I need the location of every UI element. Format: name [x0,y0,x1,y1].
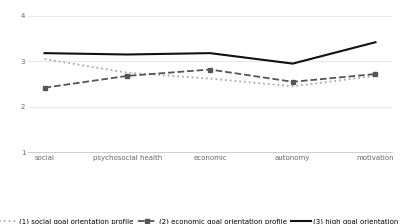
Legend: (1) social goal orientation profile, (2) economic goal orientation profile, (3) : (1) social goal orientation profile, (2)… [0,218,400,224]
(2) economic goal orientation profile [373,73,378,75]
(2) economic goal orientation profile [290,80,295,83]
(3) high goal orientation profile [42,52,47,54]
(1) social goal orientation profile [42,58,47,60]
Line: (2) economic goal orientation profile: (2) economic goal orientation profile [43,68,377,89]
(3) high goal orientation profile [373,41,378,43]
(1) social goal orientation profile [290,85,295,88]
(2) economic goal orientation profile [125,75,130,77]
(3) high goal orientation profile [208,52,212,54]
(1) social goal orientation profile [208,77,212,80]
(3) high goal orientation profile [125,53,130,56]
(1) social goal orientation profile [373,75,378,77]
Line: (3) high goal orientation profile: (3) high goal orientation profile [44,42,376,64]
(2) economic goal orientation profile [208,68,212,71]
(2) economic goal orientation profile [42,86,47,89]
Line: (1) social goal orientation profile: (1) social goal orientation profile [44,59,376,86]
(3) high goal orientation profile [290,62,295,65]
(1) social goal orientation profile [125,71,130,74]
